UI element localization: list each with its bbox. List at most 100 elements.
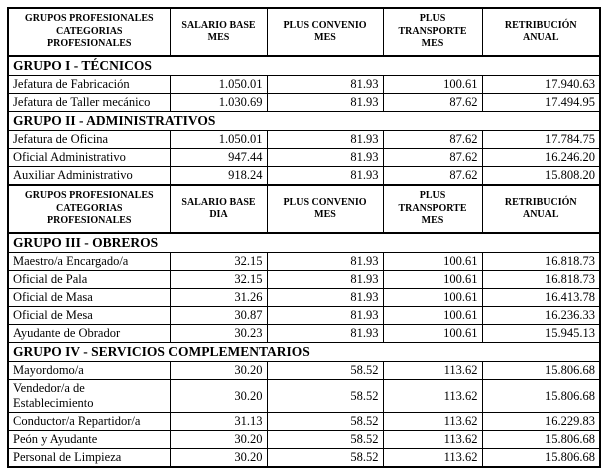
retribucion-anual-cell: 16.413.78 bbox=[481, 288, 601, 307]
table-row: Jefatura de Oficina 1.050.01 81.93 87.62… bbox=[7, 130, 601, 149]
plus-convenio-cell: 81.93 bbox=[266, 288, 384, 307]
col-header-grupos-profesionales: GRUPOS PROFESIONALES CATEGORIAS PROFESIO… bbox=[7, 7, 171, 57]
category-cell: Jefatura de Taller mecánico bbox=[7, 93, 171, 112]
category-cell: Personal de Limpieza bbox=[7, 448, 171, 468]
group-title: GRUPO III - OBREROS bbox=[7, 232, 601, 253]
table-row: Mayordomo/a 30.20 58.52 113.62 15.806.68 bbox=[7, 361, 601, 380]
retribucion-anual-cell: 15.808.20 bbox=[481, 166, 601, 186]
retribucion-anual-cell: 16.246.20 bbox=[481, 148, 601, 167]
table-row: Oficial de Masa 31.26 81.93 100.61 16.41… bbox=[7, 288, 601, 307]
plus-convenio-cell: 58.52 bbox=[266, 379, 384, 413]
plus-transporte-cell: 113.62 bbox=[382, 379, 483, 413]
table-row: Personal de Limpieza 30.20 58.52 113.62 … bbox=[7, 448, 601, 468]
group-row-grupo-4: GRUPO IV - SERVICIOS COMPLEMENTARIOS bbox=[7, 342, 601, 362]
plus-transporte-cell: 87.62 bbox=[382, 130, 483, 149]
retribucion-anual-cell: 15.806.68 bbox=[481, 361, 601, 380]
plus-convenio-cell: 81.93 bbox=[266, 148, 384, 167]
retribucion-anual-cell: 15.945.13 bbox=[481, 324, 601, 343]
header-row-dia: GRUPOS PROFESIONALES CATEGORIAS PROFESIO… bbox=[7, 184, 601, 234]
plus-transporte-cell: 113.62 bbox=[382, 430, 483, 449]
plus-convenio-cell: 81.93 bbox=[266, 75, 384, 94]
plus-convenio-cell: 81.93 bbox=[266, 324, 384, 343]
salario-base-cell: 30.20 bbox=[169, 430, 268, 449]
plus-convenio-cell: 58.52 bbox=[266, 448, 384, 468]
retribucion-anual-cell: 16.818.73 bbox=[481, 252, 601, 271]
table-row: Oficial de Mesa 30.87 81.93 100.61 16.23… bbox=[7, 306, 601, 325]
table-row: Maestro/a Encargado/a 32.15 81.93 100.61… bbox=[7, 252, 601, 271]
category-cell: Mayordomo/a bbox=[7, 361, 171, 380]
plus-convenio-cell: 58.52 bbox=[266, 361, 384, 380]
plus-convenio-cell: 81.93 bbox=[266, 166, 384, 186]
table-row: Ayudante de Obrador 30.23 81.93 100.61 1… bbox=[7, 324, 601, 343]
plus-transporte-cell: 113.62 bbox=[382, 361, 483, 380]
col-header-plus-transporte-mes: PLUS TRANSPORTE MES bbox=[382, 7, 483, 57]
group-title: GRUPO IV - SERVICIOS COMPLEMENTARIOS bbox=[7, 342, 601, 362]
col-header-retribucion-anual: RETRIBUCIÓN ANUAL bbox=[481, 7, 601, 57]
salario-base-cell: 32.15 bbox=[169, 252, 268, 271]
table-row: Jefatura de Taller mecánico 1.030.69 81.… bbox=[7, 93, 601, 112]
plus-transporte-cell: 100.61 bbox=[382, 252, 483, 271]
salario-base-cell: 1.050.01 bbox=[169, 130, 268, 149]
table-row: Conductor/a Repartidor/a 31.13 58.52 113… bbox=[7, 412, 601, 431]
header-row-mes: GRUPOS PROFESIONALES CATEGORIAS PROFESIO… bbox=[7, 7, 601, 57]
retribucion-anual-cell: 15.806.68 bbox=[481, 448, 601, 468]
group-title: GRUPO I - TÉCNICOS bbox=[7, 55, 601, 76]
table-row: Peón y Ayudante 30.20 58.52 113.62 15.80… bbox=[7, 430, 601, 449]
salario-base-cell: 30.23 bbox=[169, 324, 268, 343]
col-header-plus-transporte-mes: PLUS TRANSPORTE MES bbox=[382, 184, 483, 234]
retribucion-anual-cell: 17.784.75 bbox=[481, 130, 601, 149]
salario-base-cell: 32.15 bbox=[169, 270, 268, 289]
table-row: Auxiliar Administrativo 918.24 81.93 87.… bbox=[7, 166, 601, 186]
plus-convenio-cell: 81.93 bbox=[266, 270, 384, 289]
plus-convenio-cell: 81.93 bbox=[266, 130, 384, 149]
col-header-salario-base-mes: SALARIO BASE MES bbox=[169, 7, 268, 57]
retribucion-anual-cell: 17.494.95 bbox=[481, 93, 601, 112]
col-header-plus-convenio-mes: PLUS CONVENIO MES bbox=[266, 7, 384, 57]
category-cell: Oficial de Masa bbox=[7, 288, 171, 307]
retribucion-anual-cell: 16.236.33 bbox=[481, 306, 601, 325]
retribucion-anual-cell: 17.940.63 bbox=[481, 75, 601, 94]
category-cell: Oficial de Pala bbox=[7, 270, 171, 289]
plus-transporte-cell: 113.62 bbox=[382, 412, 483, 431]
salario-base-cell: 1.030.69 bbox=[169, 93, 268, 112]
plus-transporte-cell: 100.61 bbox=[382, 324, 483, 343]
plus-transporte-cell: 87.62 bbox=[382, 93, 483, 112]
salario-base-cell: 918.24 bbox=[169, 166, 268, 186]
category-cell: Peón y Ayudante bbox=[7, 430, 171, 449]
retribucion-anual-cell: 15.806.68 bbox=[481, 379, 601, 413]
salary-table: GRUPOS PROFESIONALES CATEGORIAS PROFESIO… bbox=[7, 7, 601, 468]
table-row: Oficial Administrativo 947.44 81.93 87.6… bbox=[7, 148, 601, 167]
salario-base-cell: 30.20 bbox=[169, 361, 268, 380]
retribucion-anual-cell: 16.229.83 bbox=[481, 412, 601, 431]
salario-base-cell: 30.87 bbox=[169, 306, 268, 325]
group-title: GRUPO II - ADMINISTRATIVOS bbox=[7, 111, 601, 131]
salario-base-cell: 30.20 bbox=[169, 448, 268, 468]
table-row: Oficial de Pala 32.15 81.93 100.61 16.81… bbox=[7, 270, 601, 289]
category-cell: Vendedor/a de Establecimiento bbox=[7, 379, 171, 413]
group-row-grupo-2: GRUPO II - ADMINISTRATIVOS bbox=[7, 111, 601, 131]
category-cell: Conductor/a Repartidor/a bbox=[7, 412, 171, 431]
salario-base-cell: 1.050.01 bbox=[169, 75, 268, 94]
col-header-salario-base-dia: SALARIO BASE DIA bbox=[169, 184, 268, 234]
salario-base-cell: 31.26 bbox=[169, 288, 268, 307]
group-row-grupo-3: GRUPO III - OBREROS bbox=[7, 232, 601, 253]
col-header-plus-convenio-mes: PLUS CONVENIO MES bbox=[266, 184, 384, 234]
plus-convenio-cell: 81.93 bbox=[266, 93, 384, 112]
plus-transporte-cell: 87.62 bbox=[382, 148, 483, 167]
category-cell: Oficial Administrativo bbox=[7, 148, 171, 167]
plus-transporte-cell: 113.62 bbox=[382, 448, 483, 468]
category-cell: Auxiliar Administrativo bbox=[7, 166, 171, 186]
plus-convenio-cell: 58.52 bbox=[266, 412, 384, 431]
category-cell: Ayudante de Obrador bbox=[7, 324, 171, 343]
plus-transporte-cell: 87.62 bbox=[382, 166, 483, 186]
retribucion-anual-cell: 16.818.73 bbox=[481, 270, 601, 289]
salario-base-cell: 947.44 bbox=[169, 148, 268, 167]
category-cell: Jefatura de Oficina bbox=[7, 130, 171, 149]
salario-base-cell: 31.13 bbox=[169, 412, 268, 431]
retribucion-anual-cell: 15.806.68 bbox=[481, 430, 601, 449]
plus-convenio-cell: 58.52 bbox=[266, 430, 384, 449]
category-cell: Oficial de Mesa bbox=[7, 306, 171, 325]
table-row: Jefatura de Fabricación 1.050.01 81.93 1… bbox=[7, 75, 601, 94]
plus-convenio-cell: 81.93 bbox=[266, 252, 384, 271]
